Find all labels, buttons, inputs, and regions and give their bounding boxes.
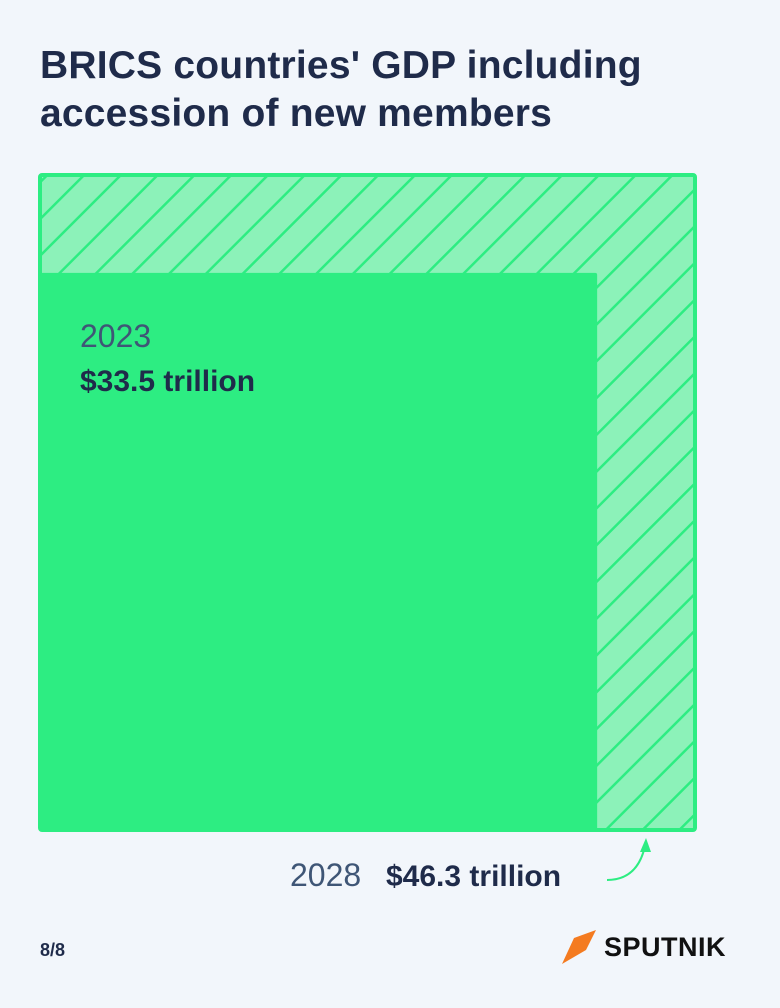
gdp-area-chart: 2023 $33.5 trillion 2028 $46.3 trillion <box>38 173 697 893</box>
arrow-icon <box>606 845 646 881</box>
arrow-head-icon <box>640 838 651 852</box>
page-number: 8/8 <box>40 940 66 960</box>
label-2023-value: $33.5 trillion <box>80 365 255 398</box>
label-2028-year: 2028 <box>290 857 361 893</box>
brand-name: SPUTNIK <box>604 931 727 962</box>
label-2023-year: 2023 <box>80 318 151 354</box>
area-2023 <box>40 272 598 830</box>
sputnik-logo-icon <box>562 930 596 964</box>
sputnik-logo: SPUTNIK <box>560 928 726 966</box>
page-title: BRICS countries' GDP including accession… <box>40 44 642 135</box>
label-2028-value: $46.3 trillion <box>386 860 561 893</box>
